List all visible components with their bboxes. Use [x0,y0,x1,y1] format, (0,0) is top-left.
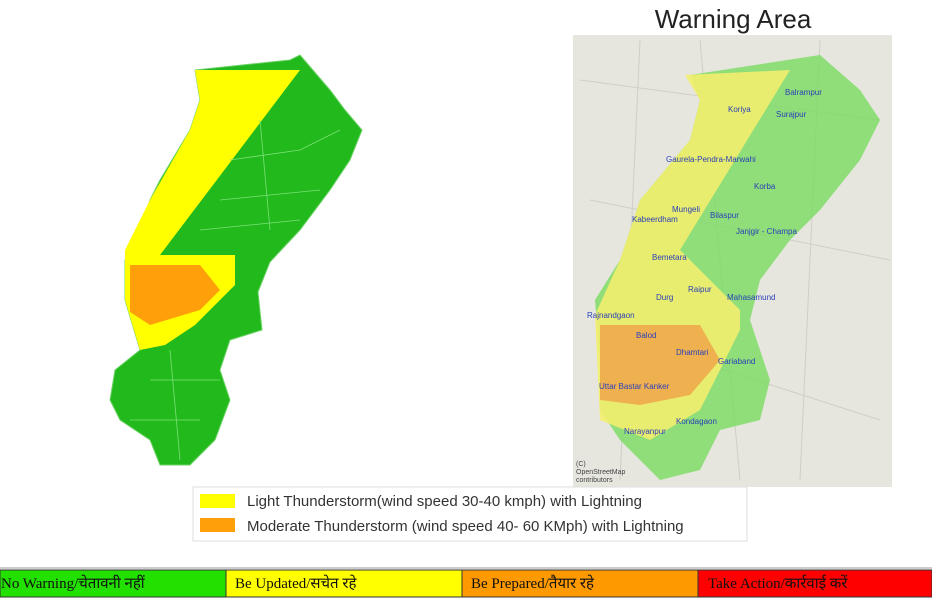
place-label: Mahasamund [727,293,775,302]
left-map [109,54,363,466]
scale-label: Be Updated/सचेत रहे [235,574,357,592]
scale-label: Be Prepared/तैयार रहे [471,574,595,592]
place-label: Bemetara [652,253,687,262]
attribution: (C) [576,461,586,468]
place-label: Balrampur [785,88,822,97]
place-label: Surajpur [776,110,807,119]
warning-scale: No Warning/चेतावनी नहीं Be Updated/सचेत … [0,569,932,598]
legend-swatch [200,494,235,508]
place-label: Bilaspur [710,211,739,220]
place-label: Janjgir - Champa [736,227,797,236]
legend: Light Thunderstorm(wind speed 30-40 kmph… [192,486,748,542]
scale-label: Take Action/कार्रवाई करें [708,574,848,592]
scale-label: No Warning/चेतावनी नहीं [1,574,146,592]
place-label: Mungeli [672,205,700,214]
place-label: Rajnandgaon [587,311,635,320]
scale-cell [697,569,932,598]
orange-zone [130,265,220,325]
place-label: Raipur [688,285,712,294]
legend-text: Moderate Thunderstorm (wind speed 40- 60… [247,518,684,535]
attribution: OpenStreetMap [576,469,626,476]
place-label: Kabeerdham [632,215,678,224]
scale-cell [461,569,699,598]
place-label: Kondagaon [676,417,717,426]
scale-cell [225,569,463,598]
legend-box [192,486,748,542]
legend-text: Light Thunderstorm(wind speed 30-40 kmph… [247,493,642,510]
place-label: Balod [636,331,656,340]
place-label: Gaurela-Pendra-Marwahi [666,155,756,164]
title: Warning Area [655,4,812,34]
place-label: Narayanpur [624,427,666,436]
right-map: Warning Area Balrampur Koriya Surajpur Gaur… [573,4,892,487]
attribution: contributors [576,477,613,484]
place-label: Korba [754,182,776,191]
district-lines [130,119,341,461]
place-label: Uttar Bastar Kanker [599,382,670,391]
place-label: Gariaband [718,357,755,366]
place-label: Durg [656,293,673,302]
place-label: Koriya [728,105,751,114]
region-orange [600,325,720,405]
legend-swatch [200,518,235,532]
place-label: Dhamtari [676,348,709,357]
